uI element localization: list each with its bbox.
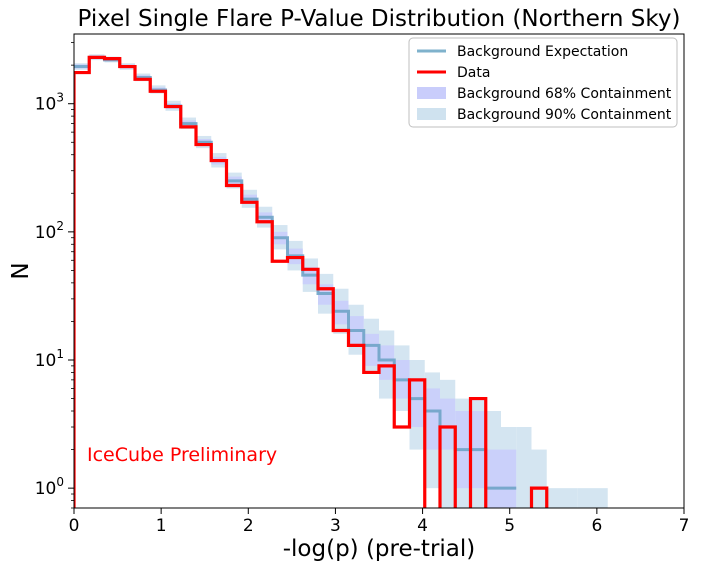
- x-tick-label: 4: [417, 516, 428, 536]
- plot-frame: [73, 33, 685, 509]
- legend-box: [408, 37, 678, 128]
- x-axis-label: -log(p) (pre-trial): [283, 536, 476, 562]
- x-tick-label: 0: [69, 516, 80, 536]
- x-tick-label: 5: [504, 516, 515, 536]
- x-tick-label: 6: [591, 516, 602, 536]
- band68-bin: [379, 345, 395, 380]
- band90-bin: [592, 488, 608, 508]
- y-tick-label: 103: [35, 91, 64, 115]
- band90-bin: [531, 449, 547, 508]
- x-tick-label: 7: [679, 516, 690, 536]
- band68-bin: [501, 449, 517, 508]
- y-tick-label: 102: [35, 219, 64, 243]
- band90-bin: [577, 488, 593, 508]
- x-tick-label: 2: [243, 516, 254, 536]
- x-tick-label: 3: [330, 516, 341, 536]
- legend-band90-label: Background 90% Containment: [457, 107, 672, 123]
- legend-band68-label: Background 68% Containment: [457, 86, 672, 102]
- y-axis: 100 101 102 103: [35, 42, 74, 509]
- legend-band68-swatch: [417, 87, 446, 99]
- y-axis-label: N: [8, 262, 34, 279]
- band90-bin: [516, 427, 532, 508]
- band68-bin: [440, 398, 456, 450]
- band68-bin: [485, 449, 501, 508]
- chart-title: Pixel Single Flare P-Value Distribution …: [77, 6, 680, 32]
- x-tick-label: 1: [156, 516, 167, 536]
- band68-bin: [424, 388, 440, 450]
- y-tick-label: 100: [35, 475, 64, 499]
- legend-band90-swatch: [417, 108, 446, 120]
- plot-area: [74, 54, 608, 508]
- band90-bin: [546, 488, 562, 508]
- x-axis: 0 1 2 3 4 5 6 7: [69, 508, 690, 536]
- band68-bin: [409, 379, 425, 428]
- y-tick-label: 101: [35, 347, 64, 371]
- legend-data-label: Data: [457, 65, 490, 81]
- band68-bin: [363, 333, 379, 366]
- icecube-preliminary-annotation: IceCube Preliminary: [87, 444, 277, 466]
- band90-bin: [562, 488, 578, 508]
- data-layer: [74, 55, 549, 508]
- data-histogram-line: [74, 55, 549, 508]
- legend: Background Expectation Data Background 68%…: [408, 37, 678, 128]
- legend-expectation-label: Background Expectation: [457, 44, 628, 60]
